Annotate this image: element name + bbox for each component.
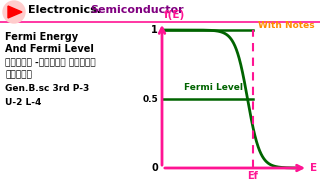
Text: वितरण: वितरण xyxy=(5,70,32,79)
Text: E: E xyxy=(310,163,317,173)
Text: And Fermi Level: And Fermi Level xyxy=(5,44,94,54)
Text: Fermi Energy: Fermi Energy xyxy=(5,32,78,42)
Text: U-2 L-4: U-2 L-4 xyxy=(5,98,41,107)
Text: f(E): f(E) xyxy=(164,10,185,20)
Text: Semiconductor: Semiconductor xyxy=(90,5,184,15)
Text: Ef: Ef xyxy=(247,171,258,180)
Text: 1: 1 xyxy=(151,25,158,35)
Text: Gen.B.sc 3rd P-3: Gen.B.sc 3rd P-3 xyxy=(5,84,89,93)
Text: With Notes: With Notes xyxy=(258,21,315,30)
Text: 0: 0 xyxy=(151,163,158,173)
Text: 0.5: 0.5 xyxy=(142,94,158,103)
Circle shape xyxy=(3,1,25,23)
Text: Electronics.: Electronics. xyxy=(28,5,109,15)
Polygon shape xyxy=(8,6,22,18)
Text: फर्मी -डिराक ऊर्जा: फर्मी -डिराक ऊर्जा xyxy=(5,58,96,67)
Text: Fermi Level: Fermi Level xyxy=(184,82,243,91)
